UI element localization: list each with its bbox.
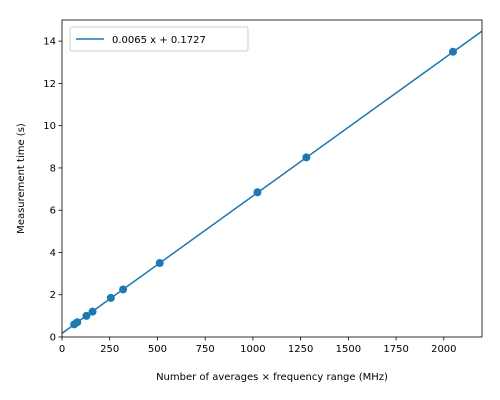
legend-box	[69, 26, 249, 52]
x-tick-label: 250	[100, 344, 119, 355]
x-tick-label: 1250	[288, 344, 313, 355]
x-tick-label: 2000	[431, 344, 456, 355]
y-axis-label: Measurement time (s)	[16, 123, 27, 234]
x-tick-label: 1500	[336, 344, 361, 355]
x-tick-label: 1750	[383, 344, 408, 355]
y-axis-ticks: 0 2 4 6 8 10 12 14	[43, 37, 62, 344]
y-tick-label: 4	[50, 248, 56, 259]
y-tick-label: 12	[43, 79, 56, 90]
x-axis-label: Number of averages × frequency range (MH…	[156, 372, 388, 383]
data-point	[73, 318, 82, 327]
y-tick-label: 8	[50, 163, 56, 174]
fit-line	[62, 30, 482, 334]
plot-frame	[61, 19, 483, 338]
legend-entry-fit-line: 0.0065 x + 0.1727	[112, 35, 206, 46]
plot-area	[62, 30, 482, 334]
y-tick-label: 14	[43, 37, 56, 48]
data-point	[119, 285, 128, 294]
data-point	[106, 293, 115, 302]
y-tick-label: 0	[50, 333, 56, 344]
data-point	[448, 47, 457, 56]
y-tick-label: 10	[43, 121, 56, 132]
data-point	[302, 153, 311, 162]
data-point	[88, 307, 97, 316]
x-tick-label: 750	[196, 344, 215, 355]
x-axis-ticks: 0 250 500 750 1000 1250 1500 1750 2000	[59, 337, 457, 355]
data-point	[155, 259, 164, 268]
x-tick-label: 500	[148, 344, 167, 355]
data-point	[253, 188, 262, 197]
legend: 0.0065 x + 0.1727	[69, 26, 249, 52]
x-tick-label: 0	[59, 344, 65, 355]
y-tick-label: 2	[50, 290, 56, 301]
y-tick-label: 6	[50, 206, 56, 217]
x-tick-label: 1000	[240, 344, 265, 355]
data-point	[82, 311, 91, 320]
